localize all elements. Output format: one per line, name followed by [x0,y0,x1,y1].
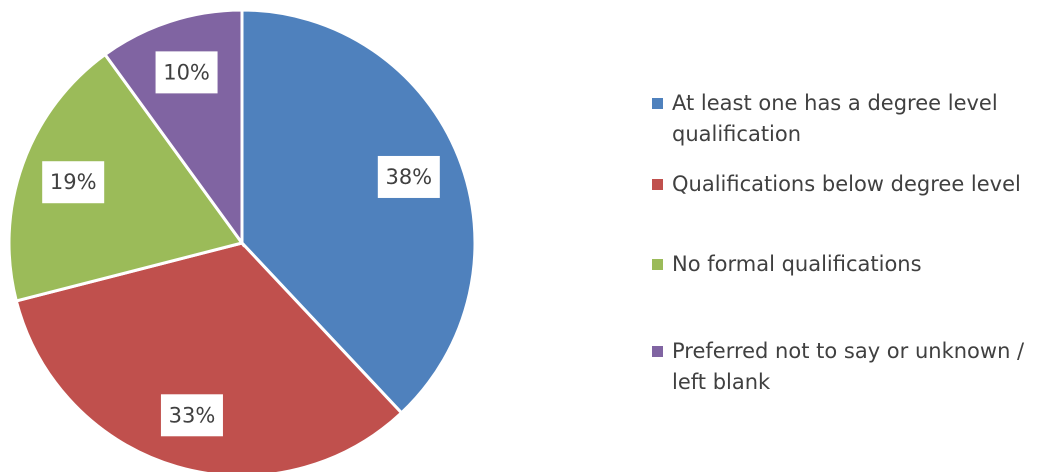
data-label-box [155,51,218,94]
pie-slice [240,8,477,415]
legend-swatch [652,346,663,357]
legend-label: Qualifications below degree level [672,172,1021,196]
data-label: 38% [385,165,432,189]
pie-slice [7,52,245,303]
legend-label: Preferred not to say or unknown / left b… [672,339,1025,394]
data-label-box [377,155,440,198]
data-label-box [42,161,105,204]
legend-label: No formal qualifications [672,252,922,276]
legend-swatch [652,179,663,190]
data-label: 33% [169,403,216,427]
data-label-box [160,394,223,437]
legend-swatch [652,98,663,109]
chart: 38% 33% 19% 10% [7,8,477,472]
legend-label: At least one has a degree level qualific… [672,91,998,146]
legend-item: Qualifications below degree level [652,169,1037,200]
data-label: 19% [50,170,97,194]
data-label: 10% [163,60,210,84]
pie-slice [14,241,404,472]
legend-item: At least one has a degree level qualific… [652,88,1037,150]
legend-swatch [652,259,663,270]
legend-item: Preferred not to say or unknown / left b… [652,336,1037,398]
legend-item: No formal qualifications [652,249,1037,280]
